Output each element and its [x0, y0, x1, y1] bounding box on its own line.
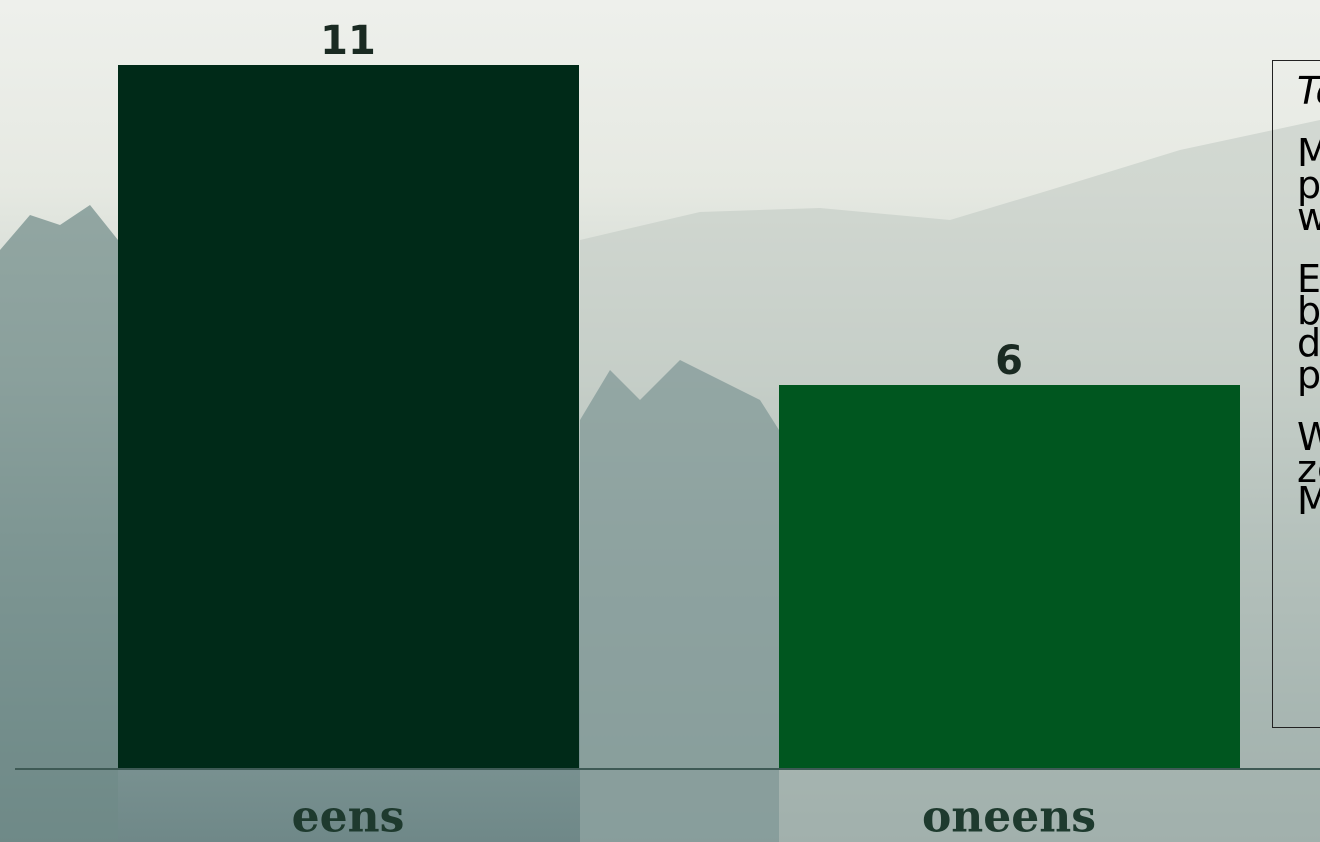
text-line: M — [1297, 134, 1320, 172]
text-line: d — [1297, 321, 1320, 365]
category-label: eens — [292, 792, 405, 842]
trees — [0, 205, 118, 842]
trees — [580, 360, 779, 842]
text-line: p — [1297, 353, 1320, 397]
text-line: W — [1297, 418, 1320, 456]
value-label: 6 — [995, 338, 1023, 384]
bar — [118, 65, 579, 769]
text-panel: Tc MpwEbdpWzcM — [1272, 60, 1320, 728]
text-line: w — [1297, 198, 1320, 236]
value-label: 11 — [320, 18, 376, 64]
paragraph: Mpw — [1297, 134, 1320, 236]
text-line: b — [1297, 289, 1320, 333]
text-line: E — [1297, 257, 1320, 301]
category-label: oneens — [922, 792, 1096, 842]
bar — [779, 385, 1240, 769]
panel-title: Tc — [1297, 69, 1320, 113]
text-line: zc — [1297, 447, 1320, 491]
text-line: p — [1297, 163, 1320, 207]
paragraph: WzcM — [1297, 418, 1320, 520]
text-line: M — [1297, 482, 1320, 520]
